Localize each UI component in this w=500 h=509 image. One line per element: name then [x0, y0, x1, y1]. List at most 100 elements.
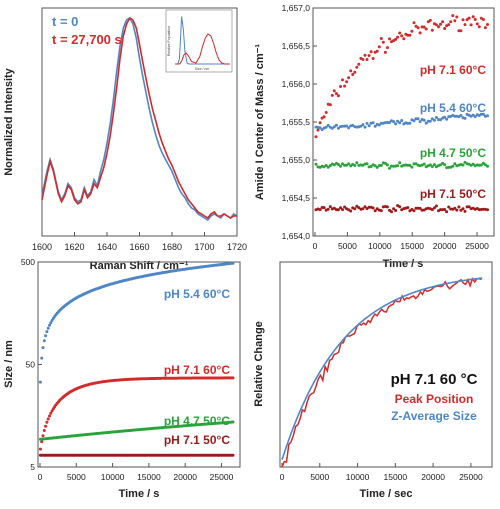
data-point-series-2	[231, 420, 235, 424]
x-tick-label: 0	[38, 472, 43, 482]
data-point-series-0	[42, 339, 46, 343]
data-point-series-1	[42, 429, 46, 432]
data-point-series-2	[339, 164, 342, 168]
y-tick-label: 1,655,0	[282, 155, 311, 165]
data-point-series-0	[385, 46, 389, 50]
peak-position-line	[281, 277, 482, 468]
legend-entry-t27700: t = 27,700 s	[52, 32, 122, 47]
legend-entry-t0: t = 0	[52, 14, 78, 29]
data-point-series-0	[477, 25, 481, 29]
spectrum-line-t0	[41, 16, 238, 222]
data-point-series-1	[41, 434, 45, 438]
data-point-series-0	[48, 323, 51, 327]
data-point-series-1	[396, 119, 400, 123]
x-axis-label: Time / s	[119, 488, 160, 500]
data-point-series-3	[343, 205, 347, 209]
data-point-series-2	[314, 162, 318, 166]
data-point-series-1	[459, 114, 463, 117]
data-point-series-3	[341, 208, 344, 212]
data-point-series-1	[363, 125, 367, 129]
data-point-series-0	[367, 54, 371, 57]
inset-line-t0	[175, 16, 230, 65]
data-point-series-3	[443, 208, 447, 211]
data-point-series-1	[486, 114, 489, 118]
data-point-series-1	[445, 117, 449, 121]
y-axis-ticks: 5 50 500	[21, 257, 42, 472]
data-point-series-2	[408, 163, 412, 167]
data-point-series-2	[385, 163, 389, 167]
data-point-series-3	[390, 210, 393, 214]
data-point-series-3	[349, 209, 353, 213]
data-point-series-0	[394, 37, 398, 41]
data-point-series-0	[40, 356, 44, 360]
data-point-series-3	[353, 207, 357, 211]
data-point-series-0	[361, 58, 365, 61]
y-axis-label: Amide I Center of Mass / cm⁻¹	[254, 44, 266, 201]
x-tick-label: 1620	[64, 242, 84, 252]
data-point-series-0	[355, 65, 359, 69]
data-point-series-3	[414, 206, 418, 210]
data-point-series-1	[359, 124, 363, 128]
data-point-series-0	[334, 92, 338, 96]
data-point-series-1	[481, 112, 485, 116]
chart-title: pH 7.1 60 °C	[391, 371, 478, 388]
x-tick-label: 10000	[346, 472, 370, 482]
data-point-series-3	[463, 209, 467, 213]
x-axis-ticks: 0 5000 10000 15000 20000 25000	[280, 463, 483, 482]
data-point-series-2	[428, 163, 432, 167]
data-point-series-0	[430, 28, 434, 32]
data-point-series-3	[373, 209, 377, 213]
data-point-series-2	[410, 165, 414, 169]
data-point-series-1	[373, 124, 377, 128]
data-point-series-0	[396, 35, 400, 39]
data-point-series-0	[459, 29, 463, 33]
data-point-series-1	[422, 118, 426, 122]
data-point-series-0	[316, 128, 320, 132]
data-point-series-3	[371, 206, 375, 210]
panel-size: 5 50 500 0 5000 10000 15000 20000 25000 Size / …	[3, 257, 241, 500]
data-point-series-3	[412, 209, 416, 213]
data-point-series-1	[49, 411, 53, 415]
x-tick-label: 1700	[194, 242, 214, 252]
data-point-series-3	[394, 209, 398, 212]
data-point-series-1	[408, 121, 412, 125]
data-point-series-0	[322, 115, 326, 119]
series-label-ph54-60: pH 5.4 60°C	[420, 101, 486, 115]
data-points	[314, 14, 489, 214]
data-point-series-1	[443, 115, 447, 119]
data-point-series-2	[365, 162, 369, 166]
data-point-series-3	[406, 206, 410, 210]
data-point-series-2	[379, 163, 383, 167]
data-point-series-2	[353, 164, 357, 167]
y-tick-label: 1,654,0	[282, 231, 311, 241]
y-tick-label: 50	[26, 360, 36, 370]
data-point-series-3	[447, 205, 451, 209]
data-point-series-1	[392, 120, 396, 124]
data-point-series-0	[408, 33, 412, 37]
data-point-series-2	[430, 165, 434, 169]
data-point-series-2	[326, 165, 330, 169]
data-point-series-2	[486, 164, 489, 168]
data-points	[38, 261, 235, 457]
data-point-series-0	[341, 78, 344, 82]
data-point-series-1	[365, 121, 369, 125]
inset-x-label: Size / nm	[195, 67, 210, 71]
data-point-series-0	[231, 261, 235, 265]
x-axis-label: Raman Shift / cm⁻¹	[90, 260, 189, 272]
inset-line-t27700	[175, 33, 230, 65]
data-point-series-3	[328, 205, 332, 209]
data-point-series-0	[383, 50, 387, 54]
data-point-series-3	[457, 205, 461, 209]
data-point-series-1	[345, 124, 349, 128]
data-point-series-3	[318, 208, 322, 212]
data-point-series-0	[410, 29, 414, 33]
data-point-series-2	[471, 162, 475, 166]
data-point-series-3	[357, 206, 361, 210]
data-point-series-1	[418, 120, 422, 124]
data-point-series-0	[481, 18, 485, 21]
data-point-series-2	[451, 164, 455, 168]
x-tick-label: 5000	[67, 472, 86, 482]
data-point-series-1	[48, 414, 51, 418]
